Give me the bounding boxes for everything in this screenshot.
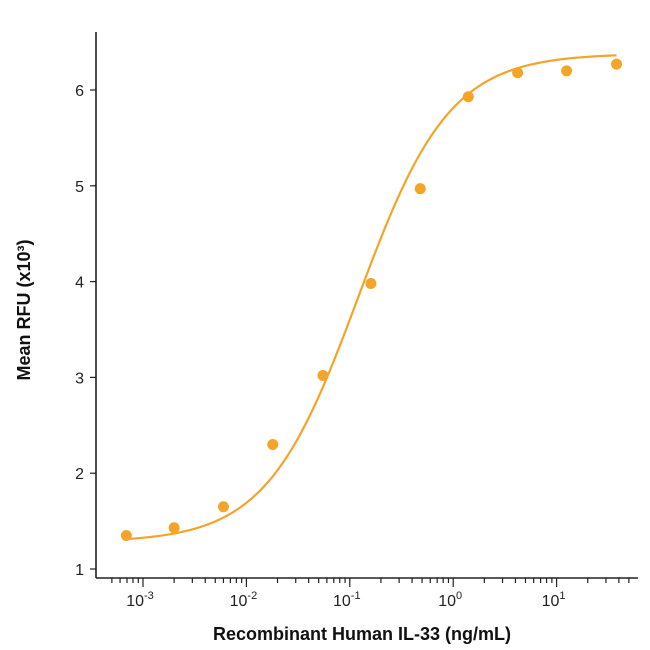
data-point bbox=[561, 65, 573, 77]
data-point bbox=[365, 278, 377, 290]
y-tick-label: 2 bbox=[75, 466, 84, 483]
data-point bbox=[512, 67, 524, 79]
x-axis-title: Recombinant Human IL-33 (ng/mL) bbox=[213, 624, 511, 644]
y-tick-label: 5 bbox=[75, 179, 84, 196]
data-point bbox=[168, 522, 180, 534]
x-tick-exponent: -3 bbox=[144, 590, 154, 602]
y-tick-label: 6 bbox=[75, 83, 84, 100]
x-tick-exponent: 1 bbox=[559, 590, 565, 602]
data-point bbox=[611, 58, 623, 70]
y-tick-label: 3 bbox=[75, 370, 84, 387]
x-ticks: 10-3 10-2 10-1 100 101 bbox=[111, 578, 630, 610]
y-tick-label: 4 bbox=[75, 275, 84, 292]
data-point bbox=[317, 369, 329, 381]
fit-curve bbox=[126, 54, 617, 541]
data-point bbox=[217, 501, 229, 513]
x-tick-label: 10-3 bbox=[126, 590, 154, 610]
y-ticks: 1 2 3 4 5 6 bbox=[75, 83, 96, 579]
x-tick-exponent: -2 bbox=[247, 590, 257, 602]
data-point bbox=[414, 183, 426, 195]
x-tick-label: 100 bbox=[438, 590, 462, 610]
data-points bbox=[120, 58, 623, 541]
data-point bbox=[120, 529, 132, 541]
x-tick-label: 10-1 bbox=[333, 590, 361, 610]
x-tick-base: 10 bbox=[438, 593, 456, 610]
x-tick-base: 10 bbox=[542, 593, 560, 610]
data-point bbox=[462, 91, 474, 103]
x-tick-exponent: 0 bbox=[456, 590, 462, 602]
y-tick-label: 1 bbox=[75, 562, 84, 579]
data-point bbox=[267, 438, 279, 450]
x-tick-label: 10-2 bbox=[230, 590, 258, 610]
x-tick-base: 10 bbox=[126, 593, 144, 610]
x-tick-base: 10 bbox=[333, 593, 351, 610]
y-axis-title: Mean RFU (x10³) bbox=[14, 239, 34, 380]
x-tick-exponent: -1 bbox=[351, 590, 361, 602]
axes bbox=[95, 32, 638, 579]
x-tick-label: 101 bbox=[542, 590, 566, 610]
x-tick-base: 10 bbox=[230, 593, 248, 610]
